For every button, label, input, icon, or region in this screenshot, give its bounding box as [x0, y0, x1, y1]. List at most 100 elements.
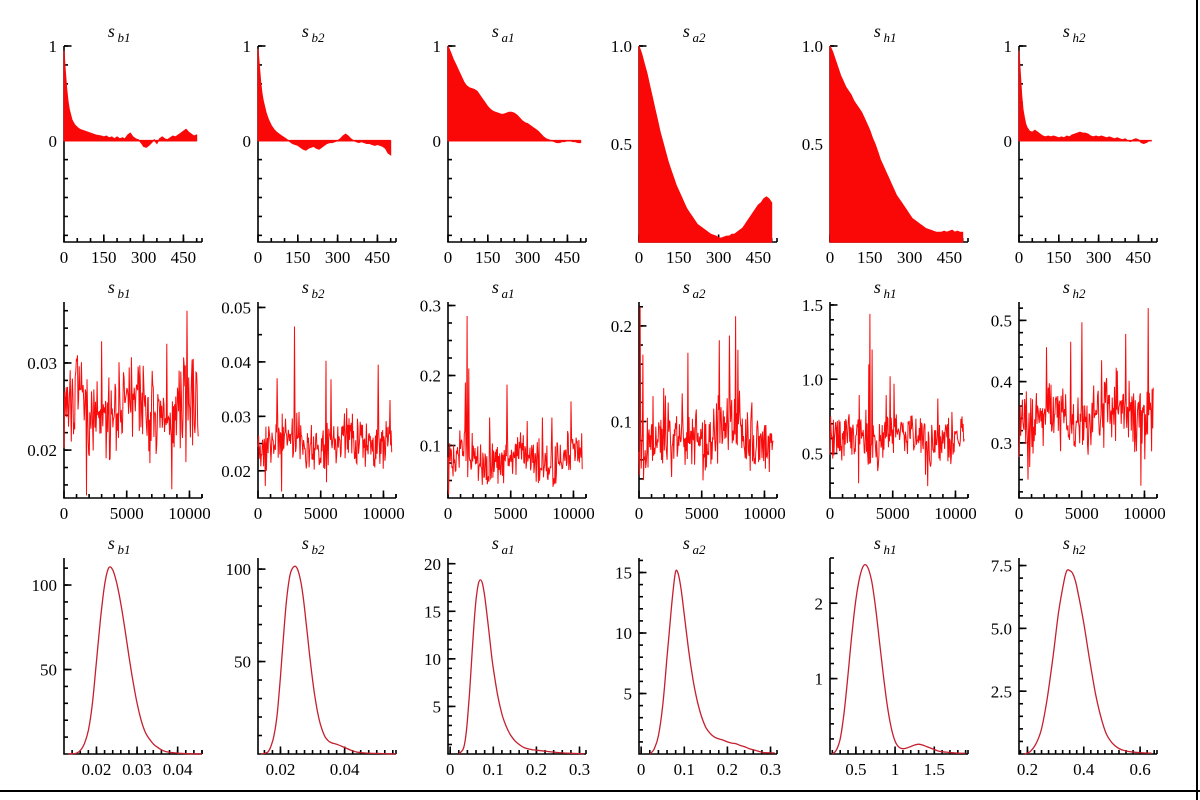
svg-text:0.04: 0.04 [163, 760, 193, 779]
tick-labels: 1.0 0.5 0 150 300 450 [802, 37, 962, 267]
svg-text:5000: 5000 [876, 504, 910, 523]
plot-trace-sb2: 0.05 0.04 0.03 0.02 0 5000 10000 s b2 [212, 276, 404, 533]
plot-title: s b2 [302, 533, 325, 557]
axes [638, 302, 778, 499]
svg-text:1: 1 [1004, 37, 1013, 56]
axes [447, 45, 587, 243]
svg-text:1: 1 [243, 37, 252, 56]
plot-density-sh2: 7.5 5.0 2.5 0.2 0.4 0.6 s h2 [973, 532, 1165, 789]
axes [1018, 45, 1158, 243]
svg-text:0.4: 0.4 [1073, 760, 1095, 779]
svg-text:0.1: 0.1 [420, 437, 441, 456]
svg-text:0.02: 0.02 [221, 462, 251, 481]
svg-text:7.5: 7.5 [991, 557, 1012, 576]
trace-series [638, 306, 774, 481]
autocorrelation-area-series [63, 50, 198, 148]
plot-density-sa1: 20 15 10 5 0 0.1 0.2 0.3 s a1 [402, 532, 594, 789]
svg-text:300: 300 [1086, 248, 1112, 267]
window-bottom-border [0, 790, 1200, 792]
svg-text:5000: 5000 [304, 504, 338, 523]
autocorrelation-area-series [447, 45, 582, 144]
plot-acf-sa2: 1.0 0.5 0 150 300 450 s a2 [593, 20, 785, 277]
svg-text:1: 1 [49, 37, 58, 56]
trace-series [63, 310, 199, 496]
svg-text:0.3: 0.3 [991, 434, 1012, 453]
svg-text:0.04: 0.04 [221, 353, 251, 372]
svg-text:10000: 10000 [1123, 504, 1165, 523]
svg-text:0.02: 0.02 [266, 760, 296, 779]
plot-title: s a1 [492, 277, 515, 301]
svg-text:0: 0 [635, 504, 644, 523]
axes [1018, 558, 1158, 755]
density-curve-series [68, 566, 203, 755]
autocorrelation-area-series [829, 45, 964, 243]
svg-text:300: 300 [515, 248, 541, 267]
svg-text:0: 0 [254, 504, 263, 523]
svg-text:0.6: 0.6 [1129, 760, 1150, 779]
axes [447, 302, 587, 499]
svg-text:0.2: 0.2 [420, 367, 441, 386]
svg-text:1.0: 1.0 [611, 37, 632, 56]
svg-text:5000: 5000 [1065, 504, 1099, 523]
tick-labels: 1 0 0 150 300 450 [49, 37, 197, 267]
svg-text:0.1: 0.1 [674, 760, 695, 779]
tick-labels: 20 15 10 5 0 0.1 0.2 0.3 [424, 555, 590, 779]
svg-text:450: 450 [171, 248, 197, 267]
plot-title: s b2 [302, 277, 325, 301]
svg-text:10: 10 [615, 624, 632, 643]
plot-title: s a1 [492, 21, 515, 45]
svg-text:0.3: 0.3 [420, 297, 441, 316]
plot-trace-sb1: 0.03 0.02 0 5000 10000 s b1 [18, 276, 210, 533]
svg-text:0.5: 0.5 [802, 445, 823, 464]
tick-labels: 0.05 0.04 0.03 0.02 0 5000 10000 [221, 299, 404, 523]
svg-text:50: 50 [234, 653, 251, 672]
density-curve-series [261, 565, 397, 755]
svg-text:0.1: 0.1 [611, 413, 632, 432]
svg-text:0.2: 0.2 [611, 317, 632, 336]
plot-trace-sh2: 0.5 0.4 0.3 0 5000 10000 s h2 [973, 276, 1166, 533]
svg-text:0.05: 0.05 [221, 299, 251, 318]
svg-text:0.5: 0.5 [845, 760, 866, 779]
plot-acf-sb2: 1 0 0 150 300 450 s b2 [212, 20, 404, 277]
svg-text:10000: 10000 [362, 504, 404, 523]
svg-text:0: 0 [433, 132, 442, 151]
axes [829, 302, 969, 499]
plot-title: s h1 [874, 21, 897, 45]
plot-trace-sa2: 0.2 0.1 0 5000 10000 s a2 [593, 276, 786, 533]
plot-title: s b1 [108, 21, 131, 45]
density-curve-series [831, 563, 966, 755]
svg-text:0.02: 0.02 [82, 760, 112, 779]
svg-text:150: 150 [475, 248, 501, 267]
svg-text:50: 50 [40, 661, 57, 680]
svg-text:0.5: 0.5 [611, 135, 632, 154]
plot-density-sb1: 100 50 0.02 0.03 0.04 s b1 [18, 532, 210, 789]
trace-series [829, 313, 965, 487]
svg-text:150: 150 [91, 248, 117, 267]
autocorrelation-area-series [1018, 50, 1152, 145]
axes [829, 557, 969, 755]
autocorrelation-area-series [638, 45, 773, 243]
plot-title: s b1 [108, 533, 131, 557]
svg-text:1: 1 [433, 37, 442, 56]
trace-series [1018, 308, 1154, 486]
svg-text:5.0: 5.0 [991, 619, 1012, 638]
svg-text:450: 450 [1126, 248, 1152, 267]
tick-labels: 1.0 0.5 0 150 300 450 [611, 37, 771, 267]
plot-title: s h2 [1063, 277, 1086, 301]
svg-text:0: 0 [243, 132, 252, 151]
svg-text:0: 0 [60, 504, 69, 523]
tick-labels: 7.5 5.0 2.5 0.2 0.4 0.6 [991, 557, 1151, 779]
density-curve-series [649, 569, 775, 755]
svg-text:5: 5 [624, 685, 633, 704]
svg-text:0: 0 [60, 248, 69, 267]
svg-text:300: 300 [325, 248, 351, 267]
plot-trace-sh1: 1.5 1.0 0.5 0 5000 10000 s h1 [784, 276, 977, 533]
svg-text:0.2: 0.2 [1017, 760, 1038, 779]
svg-text:0.03: 0.03 [122, 760, 152, 779]
svg-text:0.04: 0.04 [330, 760, 360, 779]
tick-labels: 1 0 0 150 300 450 [433, 37, 581, 267]
svg-text:5000: 5000 [494, 504, 528, 523]
tick-labels: 1.5 1.0 0.5 0 5000 10000 [802, 296, 977, 523]
axes [257, 302, 397, 499]
